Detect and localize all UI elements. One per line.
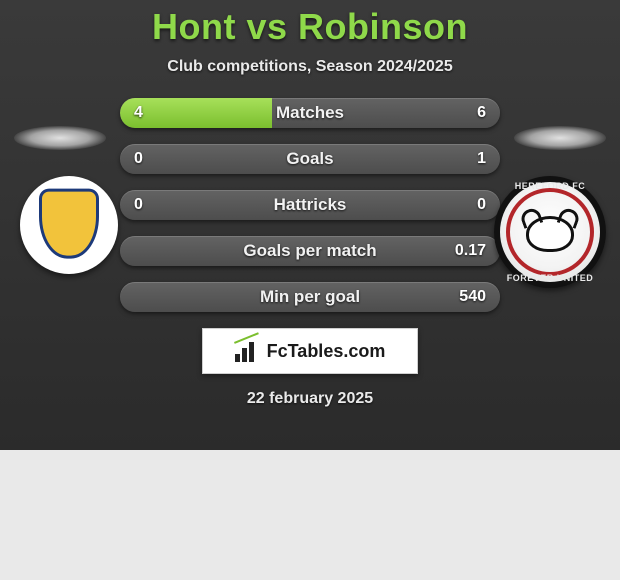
stat-row-goals: 0 Goals 1	[120, 144, 500, 174]
spotlight-left	[14, 126, 106, 150]
stat-value-right: 540	[459, 282, 486, 312]
date-label: 22 february 2025	[0, 390, 620, 408]
branding-badge: FcTables.com	[202, 328, 418, 374]
stat-value-right: 0	[477, 190, 486, 220]
spotlight-right	[514, 126, 606, 150]
stat-value-right: 0.17	[455, 236, 486, 266]
club-crest-left	[20, 176, 118, 274]
page-title: Hont vs Robinson	[0, 6, 620, 48]
bar-chart-icon	[235, 340, 261, 362]
shield-dot-icon	[76, 225, 84, 233]
stat-rows: 4 Matches 6 0 Goals 1 0 Hattricks 0 Goal…	[120, 98, 500, 312]
stat-value-right: 1	[477, 144, 486, 174]
comparison-card: Hont vs Robinson Club competitions, Seas…	[0, 0, 620, 450]
bull-head-icon	[526, 216, 574, 252]
subtitle: Club competitions, Season 2024/2025	[0, 58, 620, 76]
stat-label: Goals per match	[120, 236, 500, 266]
stat-label: Min per goal	[120, 282, 500, 312]
stat-label: Goals	[120, 144, 500, 174]
stat-row-min-per-goal: Min per goal 540	[120, 282, 500, 312]
stat-label: Hattricks	[120, 190, 500, 220]
club-crest-right: HEREFORD FC FOREVER UNITED	[494, 176, 606, 288]
crest-text-bottom: FOREVER UNITED	[500, 273, 600, 283]
stat-row-goals-per-match: Goals per match 0.17	[120, 236, 500, 266]
shield-dot-icon	[65, 225, 73, 233]
stat-label: Matches	[120, 98, 500, 128]
shield-stripe-icon	[49, 223, 89, 237]
stat-row-matches: 4 Matches 6	[120, 98, 500, 128]
stat-row-hattricks: 0 Hattricks 0	[120, 190, 500, 220]
stat-value-right: 6	[477, 98, 486, 128]
branding-text: FcTables.com	[267, 341, 386, 362]
shield-dot-icon	[54, 225, 62, 233]
